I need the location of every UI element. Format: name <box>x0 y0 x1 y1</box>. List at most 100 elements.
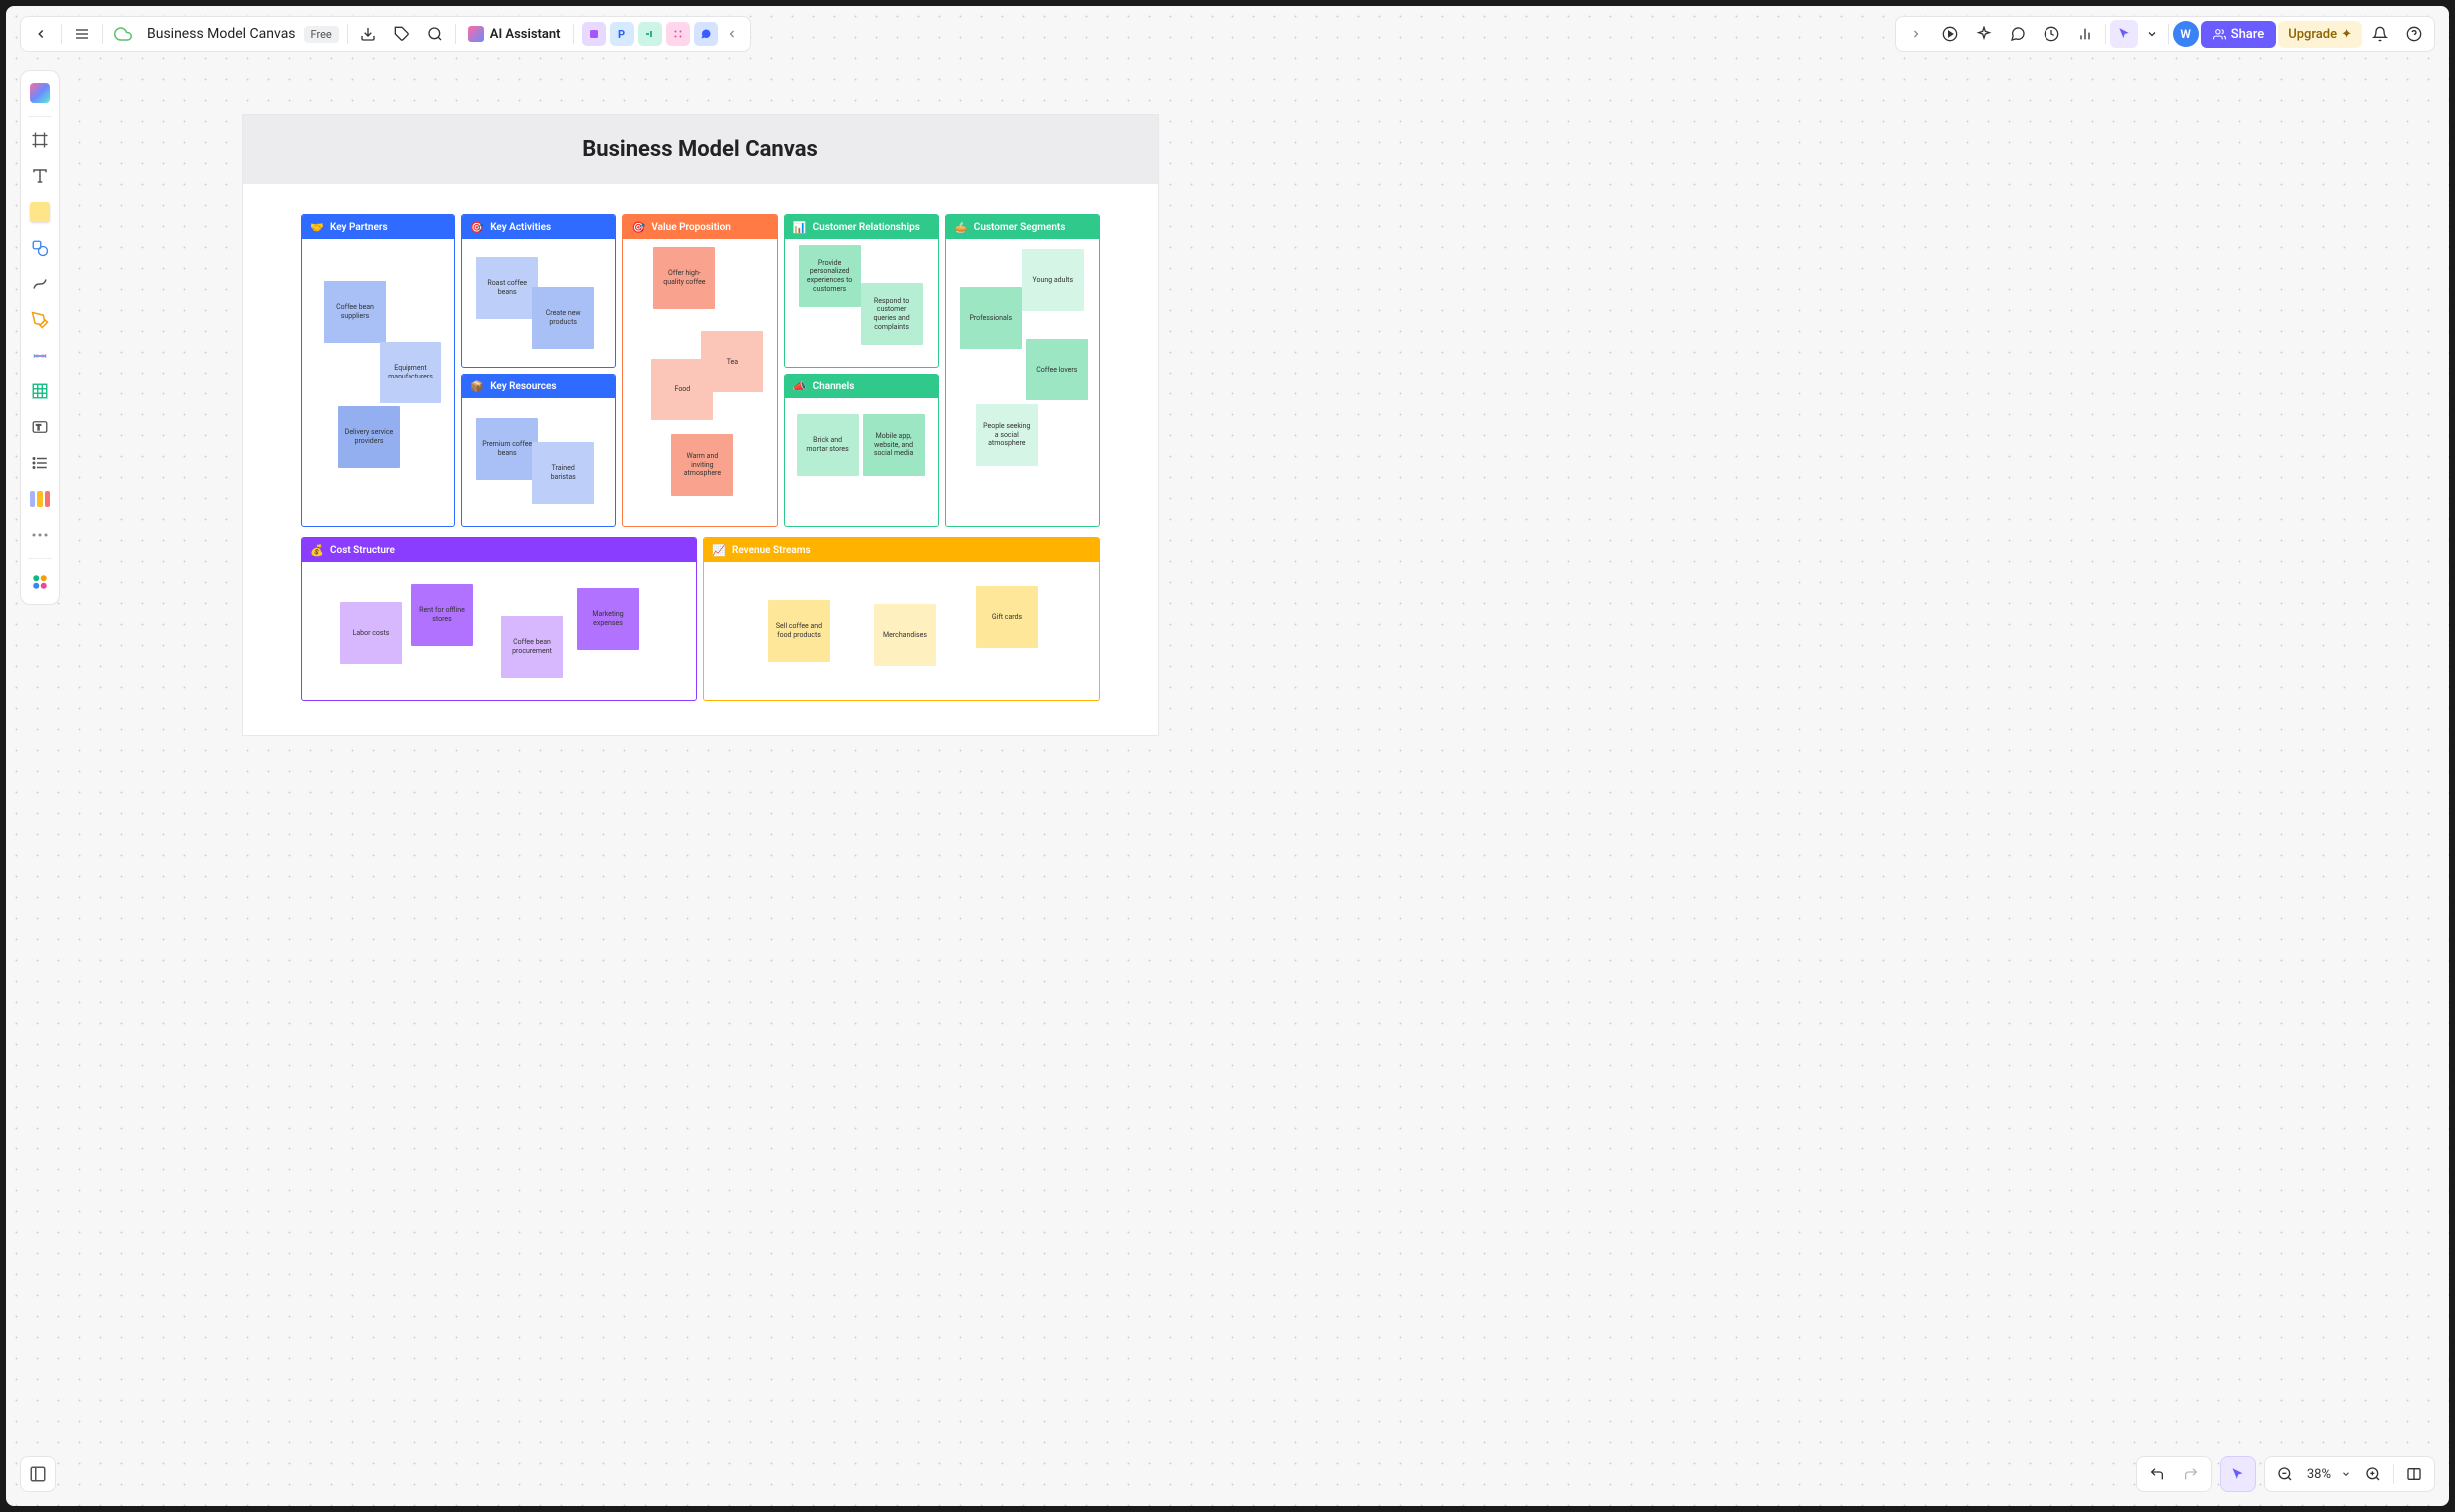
text-box-tool[interactable]: T <box>24 411 56 443</box>
cursor-tool-button[interactable] <box>2110 20 2138 48</box>
sticky-note[interactable]: Marketing expenses <box>577 588 639 650</box>
svg-text:T: T <box>36 423 41 432</box>
canvas-area[interactable]: Business Model Canvas 🤝Key Partners Coff… <box>6 6 2449 1506</box>
grid-colors-tool[interactable] <box>24 483 56 515</box>
minimap-button[interactable] <box>2398 1459 2430 1489</box>
collab-chip-4[interactable] <box>666 22 690 46</box>
text-tool[interactable] <box>24 160 56 192</box>
sticky-note[interactable]: Create new products <box>532 287 594 349</box>
history-button[interactable] <box>2036 19 2067 49</box>
sticky-note[interactable]: Professionals <box>960 287 1022 349</box>
download-button[interactable] <box>352 19 384 49</box>
sticky-note[interactable]: Merchandises <box>874 604 936 666</box>
search-button[interactable] <box>419 19 451 49</box>
app-frame: Business Model Canvas Free AI Assistant <box>6 6 2449 1506</box>
sticky-note[interactable]: Offer high-quality coffee <box>653 247 715 309</box>
menu-button[interactable] <box>66 19 98 49</box>
bmc-board[interactable]: Business Model Canvas 🤝Key Partners Coff… <box>242 114 1159 736</box>
swap-tool[interactable] <box>24 340 56 372</box>
sticky-note[interactable]: Labor costs <box>340 602 402 664</box>
ai-assistant-label: AI Assistant <box>490 27 561 42</box>
nav-forward-button[interactable] <box>1900 19 1932 49</box>
sticky-note[interactable]: Delivery service providers <box>338 406 400 468</box>
sticky-note[interactable]: People seeking a social atmosphere <box>976 404 1038 466</box>
effects-button[interactable] <box>1968 19 2000 49</box>
sticky-note[interactable]: Roast coffee beans <box>476 257 538 319</box>
sticky-note[interactable]: Trained baristas <box>532 442 594 504</box>
sticky-note[interactable]: Young adults <box>1022 249 1084 311</box>
collab-chip-2[interactable]: P <box>610 22 634 46</box>
pointer-mode-button[interactable] <box>2220 1456 2256 1492</box>
panel-key-resources[interactable]: 📦Key Resources Premium coffee beansTrain… <box>461 374 616 527</box>
undo-button[interactable] <box>2141 1459 2173 1489</box>
panel-key-activities[interactable]: 🎯Key Activities Roast coffee beansCreate… <box>461 214 616 368</box>
upgrade-button[interactable]: Upgrade ✦ <box>2278 21 2362 48</box>
zoom-group: 38% <box>2264 1456 2435 1492</box>
panel-value-proposition[interactable]: 🎯Value Proposition Offer high-quality co… <box>622 214 777 527</box>
share-label: Share <box>2231 27 2265 42</box>
brand-tool[interactable] <box>24 77 56 109</box>
redo-button[interactable] <box>2175 1459 2207 1489</box>
sticky-note[interactable]: Rent for offline stores <box>411 584 473 646</box>
sticky-note[interactable]: Premium coffee beans <box>476 418 538 480</box>
help-button[interactable] <box>2398 19 2430 49</box>
zoom-in-button[interactable] <box>2357 1459 2389 1489</box>
user-avatar[interactable]: W <box>2173 21 2199 47</box>
analytics-button[interactable] <box>2069 19 2101 49</box>
panel-title: Customer Segments <box>974 222 1066 233</box>
sticky-note[interactable]: Coffee bean procurement <box>501 616 563 678</box>
panel-title: Key Partners <box>330 222 388 233</box>
play-button[interactable] <box>1934 19 1966 49</box>
sticky-note[interactable]: Respond to customer queries and complain… <box>861 283 923 345</box>
more-tools-button[interactable] <box>2140 19 2164 49</box>
apps-tool[interactable] <box>24 566 56 598</box>
collab-chip-3[interactable] <box>638 22 662 46</box>
sticky-note[interactable]: Sell coffee and food products <box>768 600 830 662</box>
share-button[interactable]: Share <box>2201 21 2277 48</box>
comment-button[interactable] <box>2002 19 2034 49</box>
sticky-note[interactable]: Equipment manufacturers <box>380 342 441 403</box>
ai-assistant-button[interactable]: AI Assistant <box>460 26 569 42</box>
collab-more-button[interactable] <box>722 22 742 46</box>
panel-revenue-streams[interactable]: 📈Revenue Streams Sell coffee and food pr… <box>703 537 1100 701</box>
frame-tool[interactable] <box>24 124 56 156</box>
more-tools[interactable] <box>24 519 56 551</box>
upgrade-label: Upgrade <box>2288 27 2337 42</box>
panel-channels[interactable]: 📣Channels Brick and mortar storesMobile … <box>784 374 939 527</box>
collaborator-chips: P <box>578 22 746 46</box>
table-tool[interactable] <box>24 376 56 407</box>
zoom-out-button[interactable] <box>2269 1459 2301 1489</box>
sticky-note[interactable]: Brick and mortar stores <box>797 414 859 476</box>
sticky-note[interactable]: Mobile app, website, and social media <box>863 414 925 476</box>
panel-customer-relationships[interactable]: 📊Customer Relationships Provide personal… <box>784 214 939 368</box>
notifications-button[interactable] <box>2364 19 2396 49</box>
sticky-note[interactable]: Provide personalized experiences to cust… <box>799 245 861 307</box>
megaphone-icon: 📣 <box>793 379 807 393</box>
layers-panel-button[interactable] <box>20 1456 56 1492</box>
sticky-note[interactable]: Gift cards <box>976 586 1038 648</box>
sticky-note-tool[interactable] <box>24 196 56 228</box>
panel-key-partners[interactable]: 🤝Key Partners Coffee bean suppliersEquip… <box>301 214 455 527</box>
tag-button[interactable] <box>386 19 417 49</box>
list-tool[interactable] <box>24 447 56 479</box>
chart-icon: 📊 <box>793 220 807 234</box>
trend-icon: 📈 <box>712 543 726 557</box>
collab-chip-5[interactable] <box>694 22 718 46</box>
sticky-note[interactable]: Coffee bean suppliers <box>324 281 386 343</box>
shape-tool[interactable] <box>24 232 56 264</box>
pen-tool[interactable] <box>24 304 56 336</box>
sticky-note[interactable]: Warm and inviting atmosphere <box>671 434 733 496</box>
document-title[interactable]: Business Model Canvas <box>141 26 302 42</box>
zoom-dropdown[interactable] <box>2337 1459 2355 1489</box>
connector-tool[interactable] <box>24 268 56 300</box>
zoom-value[interactable]: 38% <box>2303 1467 2335 1482</box>
panel-customer-segments[interactable]: 🥧Customer Segments Young adultsProfessio… <box>945 214 1100 527</box>
cloud-sync-icon[interactable] <box>107 19 139 49</box>
sticky-note[interactable]: Coffee lovers <box>1026 339 1088 400</box>
panel-title: Value Proposition <box>651 222 730 233</box>
panel-cost-structure[interactable]: 💰Cost Structure Labor costsRent for offl… <box>301 537 697 701</box>
back-button[interactable] <box>25 19 57 49</box>
collab-chip-1[interactable] <box>582 22 606 46</box>
board-title: Business Model Canvas <box>243 137 1158 162</box>
sticky-note[interactable]: Food <box>651 359 713 420</box>
